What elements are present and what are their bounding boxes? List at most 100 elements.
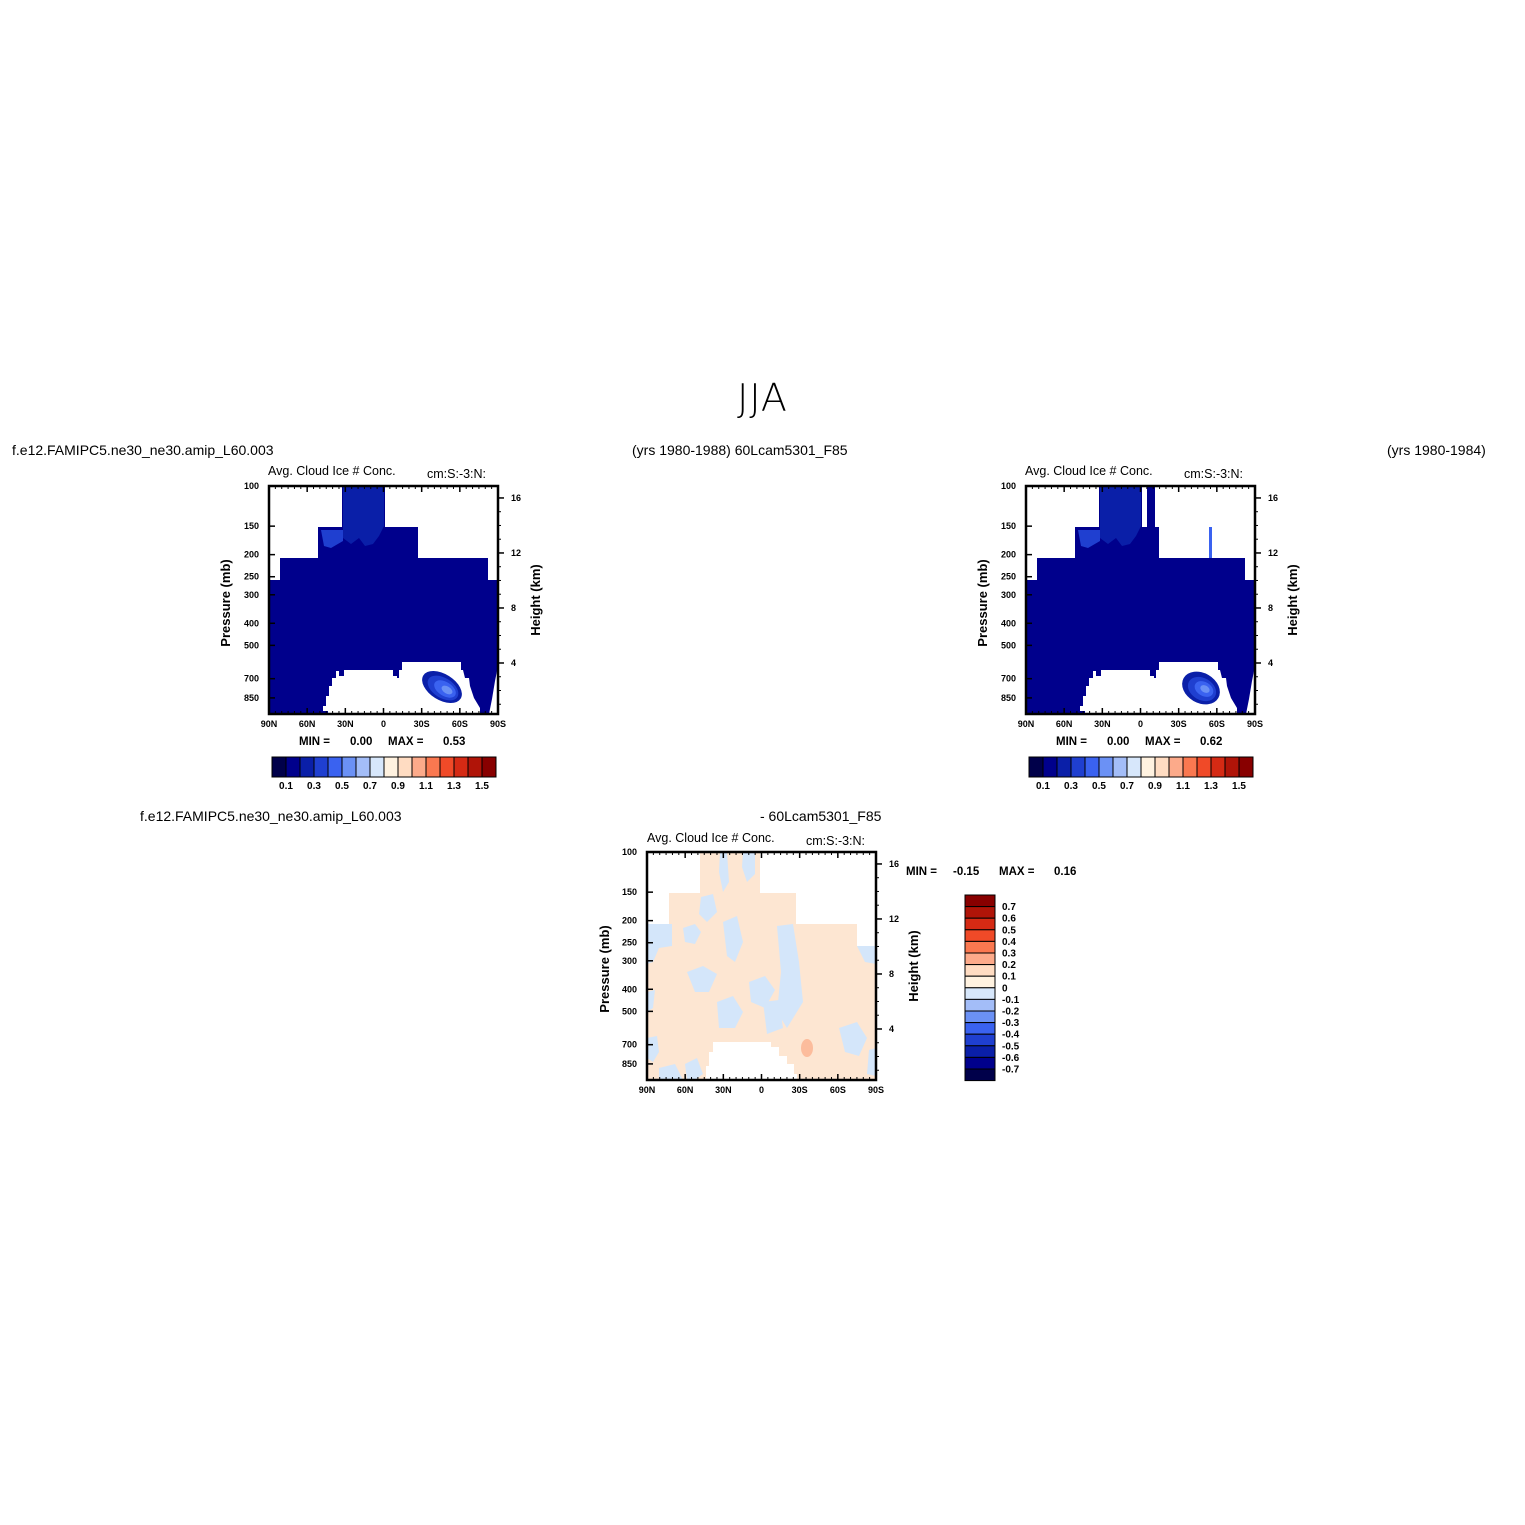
right-colorbar-box xyxy=(1238,756,1254,778)
diff-ytick-label: 500 xyxy=(622,1006,637,1016)
right-ytick-label: 400 xyxy=(1001,618,1016,628)
diff-patch-10 xyxy=(717,996,743,1028)
diff-patch-12 xyxy=(777,924,803,1028)
diff-xtick-label: 90N xyxy=(639,1085,656,1095)
diff-ytick-label: 850 xyxy=(622,1059,637,1069)
diff-colorbar-label: 0.5 xyxy=(1002,925,1016,936)
diff-patch-11 xyxy=(749,976,775,1008)
right-colorbar-box xyxy=(1154,756,1170,778)
diff-patch-5 xyxy=(699,894,717,922)
diff-colorbar-box xyxy=(964,1056,996,1070)
diff-colorbar-label: 0 xyxy=(1002,983,1008,994)
right-ytick-label: 150 xyxy=(1001,521,1016,531)
diff-colorbar-label: 0.6 xyxy=(1002,914,1016,925)
diff-colorbar-box xyxy=(964,964,996,977)
right-ytick-right-label: 8 xyxy=(1268,603,1273,613)
diff-colorbar-label: -0.7 xyxy=(1002,1065,1020,1076)
left-xtick-label: 60N xyxy=(299,719,316,729)
diff-patch-2 xyxy=(647,990,655,1012)
left-xtick-label: 90S xyxy=(490,719,506,729)
diff-patch-17 xyxy=(659,1064,683,1080)
left-ytick-label: 200 xyxy=(244,550,259,560)
diff-colorbar-label: -0.2 xyxy=(1002,1007,1020,1018)
right-colorbar-box xyxy=(1126,756,1142,778)
left-panel-chart: 90N 60N 30N 0 30S 60S 90S 100 150 200 250 300 400 500… xyxy=(218,481,543,729)
left-colorbar-box xyxy=(313,756,329,778)
left-colorbar-box xyxy=(355,756,371,778)
right-ytick-label: 100 xyxy=(1001,481,1016,491)
diff-patch-4 xyxy=(683,924,701,944)
diff-xtick-label: 90S xyxy=(868,1085,884,1095)
diff-colorbar-box xyxy=(964,940,996,954)
diff-xtick-label: 60N xyxy=(677,1085,694,1095)
right-field-mid xyxy=(1175,558,1245,580)
diff-colorbar: 0.70.60.50.40.30.20.10-0.1-0.2-0.3-0.4-0… xyxy=(964,894,1020,1082)
diff-colorbar-label: -0.6 xyxy=(1002,1053,1020,1064)
left-colorbar-box xyxy=(341,756,357,778)
left-xtick-label: 90N xyxy=(261,719,278,729)
diff-patch-14 xyxy=(857,946,876,964)
diff-panel-units: cm:S:-3:N: xyxy=(806,834,866,848)
case-label-diff-left: f.e12.FAMIPC5.ne30_ne30.amip_L60.003 xyxy=(140,808,402,824)
diff-colorbar-label: -0.5 xyxy=(1002,1041,1020,1052)
right-colorbar: 0.1 0.3 0.5 0.7 0.9 1.1 1.3 1.5 xyxy=(1028,756,1254,792)
diff-colorbar-box xyxy=(964,987,996,1000)
diff-ytick-label: 250 xyxy=(622,938,637,948)
left-colorbar-label: 0.9 xyxy=(391,781,405,792)
left-xtick-label: 30S xyxy=(414,719,430,729)
left-colorbar-box xyxy=(369,756,385,778)
case-label-top-right: (yrs 1980-1984) xyxy=(1387,442,1486,458)
diff-field-gap xyxy=(706,1042,797,1080)
left-ytick-right-label: 16 xyxy=(511,493,521,503)
diff-ylabel: Pressure (mb) xyxy=(597,925,612,1012)
right-field-upper-contour xyxy=(1100,486,1141,546)
left-colorbar: 0.1 0.3 0.5 0.7 0.9 1.1 1.3 1.5 xyxy=(271,756,497,792)
diff-colorbar-box xyxy=(964,998,996,1012)
diff-colorbar-box xyxy=(964,917,996,931)
diff-colorbar-box xyxy=(964,1068,996,1082)
right-ylabel: Pressure (mb) xyxy=(975,559,990,646)
right-colorbar-label: 1.5 xyxy=(1232,781,1246,792)
diff-colorbar-box xyxy=(964,952,996,966)
left-colorbar-box xyxy=(327,756,343,778)
diff-xtick-label: 0 xyxy=(759,1085,764,1095)
right-min-label: MIN = xyxy=(1056,736,1087,748)
left-colorbar-box xyxy=(299,756,315,778)
diff-max-label: MAX = xyxy=(999,866,1035,878)
right-colorbar-box xyxy=(1224,756,1240,778)
diff-xtick-label: 60S xyxy=(830,1085,846,1095)
right-colorbar-label: 0.7 xyxy=(1120,781,1134,792)
diff-colorbar-box xyxy=(964,894,996,908)
left-colorbar-label: 0.1 xyxy=(279,781,293,792)
diff-colorbar-label: -0.3 xyxy=(1002,1018,1020,1029)
diff-patch-16 xyxy=(867,1048,876,1076)
right-colorbar-box xyxy=(1056,756,1072,778)
left-ytick-label: 400 xyxy=(244,618,259,628)
diff-colorbar-box xyxy=(964,1022,996,1035)
right-ytick-right-label: 12 xyxy=(1268,548,1278,558)
right-ylabel-right: Height (km) xyxy=(1285,564,1300,636)
right-field-top-gap2 xyxy=(1159,527,1175,558)
right-field-spike xyxy=(1209,527,1212,558)
left-colorbar-label: 1.1 xyxy=(419,781,433,792)
diff-colorbar-box xyxy=(964,975,996,989)
left-axis-ticks: 90N 60N 30N 0 30S 60S 90S 100 150 200 250 300 400 500… xyxy=(244,481,521,729)
left-colorbar-box xyxy=(439,756,455,778)
diff-colorbar-box xyxy=(964,929,996,942)
right-field-upper-contour2 xyxy=(1078,530,1100,548)
diff-ytick-label: 200 xyxy=(622,916,637,926)
left-ytick-label: 500 xyxy=(244,640,259,650)
right-xtick-label: 90N xyxy=(1018,719,1035,729)
left-ytick-label: 250 xyxy=(244,572,259,582)
left-ytick-right-label: 8 xyxy=(511,603,516,613)
right-colorbar-box xyxy=(1042,756,1058,778)
diff-ytick-right-label: 4 xyxy=(889,1024,894,1034)
right-colorbar-box xyxy=(1070,756,1086,778)
case-label-top-mid: (yrs 1980-1988) 60Lcam5301_F85 xyxy=(632,442,848,458)
right-field-top-gap xyxy=(1142,486,1255,580)
diff-ytick-label: 150 xyxy=(622,887,637,897)
left-panel-title: Avg. Cloud Ice # Conc. xyxy=(268,464,396,478)
left-colorbar-label: 1.5 xyxy=(475,781,489,792)
diff-colorbar-label: 0.7 xyxy=(1002,902,1016,913)
diff-patch-15 xyxy=(839,1022,867,1056)
